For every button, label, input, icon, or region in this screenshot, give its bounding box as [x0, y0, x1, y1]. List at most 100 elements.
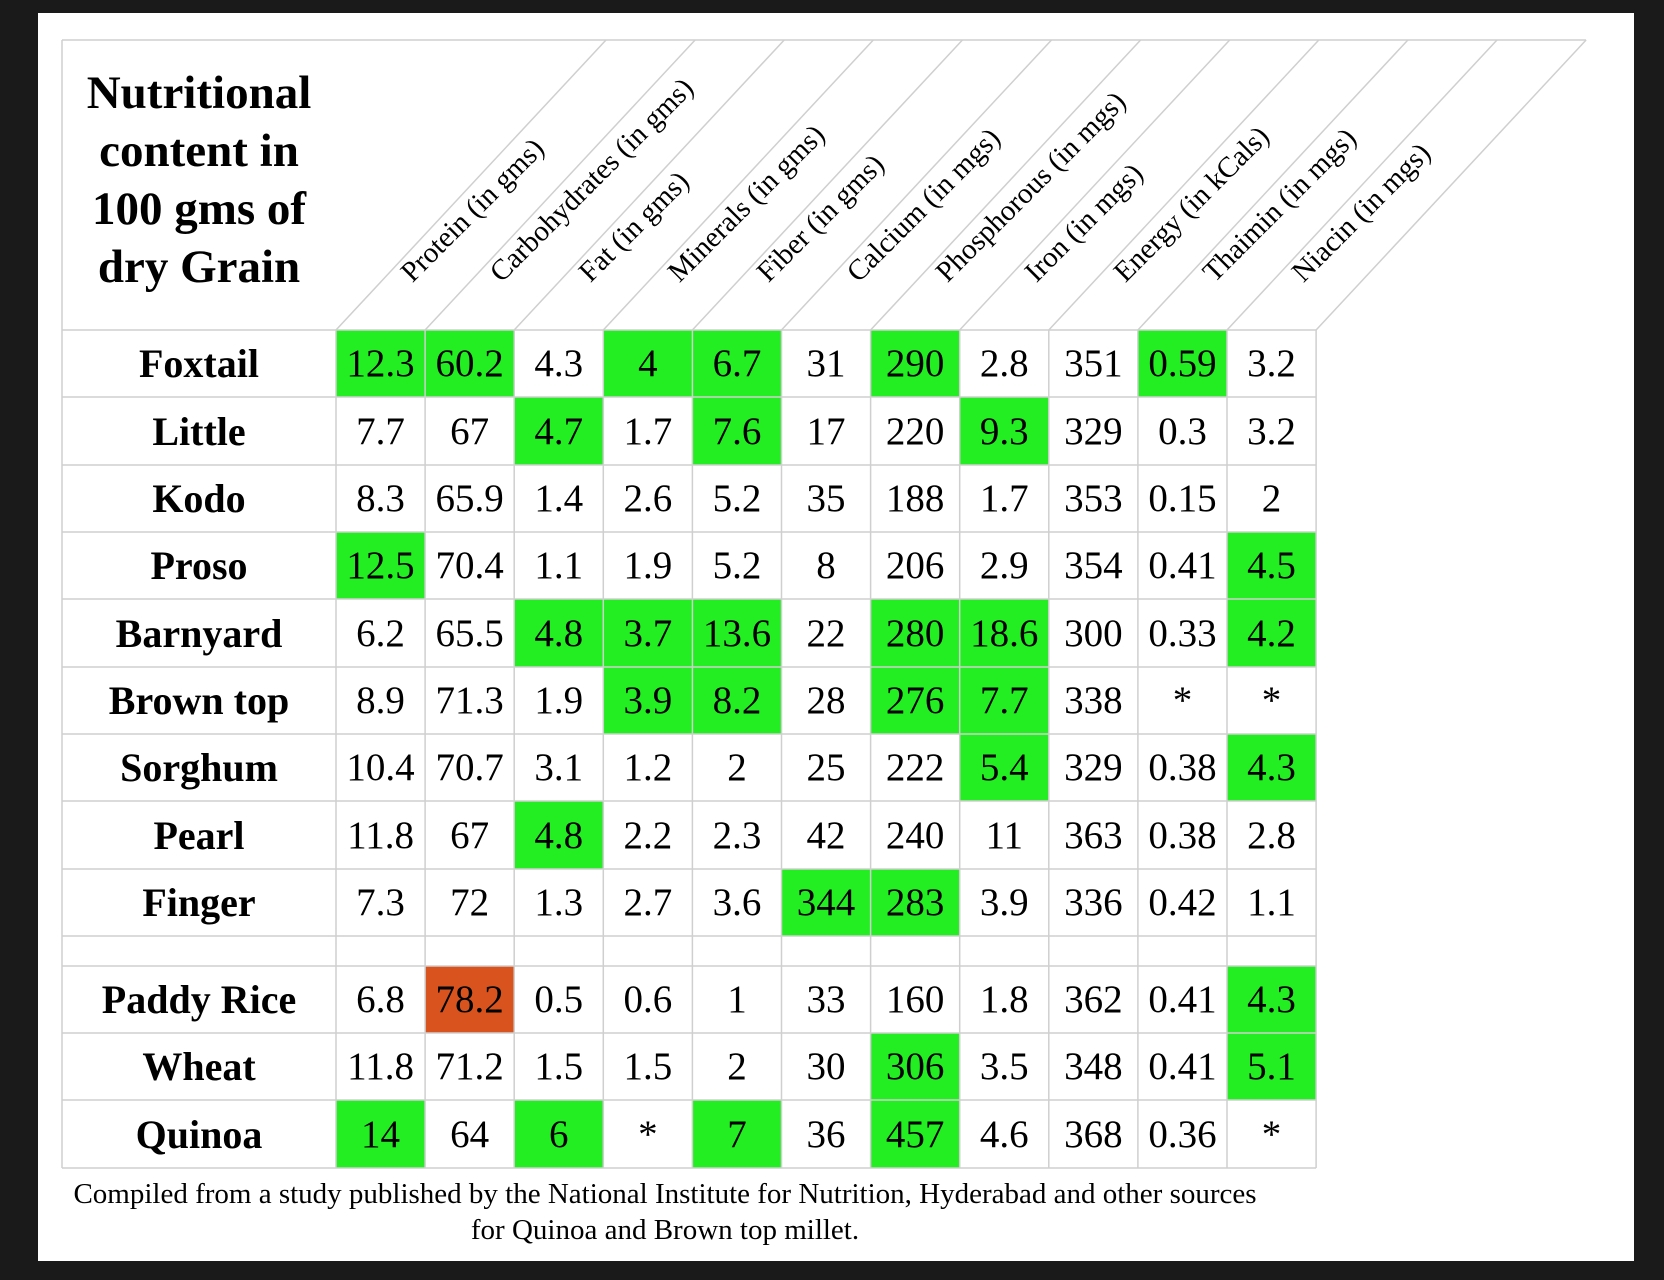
row-label: Proso [150, 543, 248, 588]
highlight-cell [870, 1100, 960, 1168]
table-cell: 0.6 [623, 978, 673, 1021]
header-diagonal [602, 39, 874, 331]
table-cell: 67 [450, 813, 490, 857]
table-cell: 18.6 [970, 611, 1039, 655]
table-sheet [38, 13, 1634, 1261]
table-cell: 0.38 [1148, 746, 1217, 789]
table-title: Nutritional content in 100 gms of dry Gr… [86, 67, 312, 293]
highlight-cell [959, 667, 1049, 734]
table-cell: 336 [1064, 881, 1123, 924]
highlight-cell [692, 667, 782, 734]
row-label: Foxtail [139, 341, 259, 386]
highlight-cell [870, 330, 960, 397]
table-cell: 31 [806, 342, 846, 385]
table-cell: 3.2 [1247, 342, 1296, 385]
table-cell: 0.3 [1158, 409, 1207, 453]
header-diagonal [780, 39, 1053, 331]
table-cell: 1 [727, 978, 747, 1021]
table-cell: 2.9 [979, 544, 1029, 587]
table-cell: 8.3 [356, 477, 405, 520]
header-diagonal [1315, 39, 1587, 331]
highlight-cell [692, 1100, 782, 1168]
table-cell [1227, 936, 1316, 966]
table-cell: 344 [796, 881, 856, 924]
table-cell: 35 [806, 477, 846, 520]
highlight-cell [959, 397, 1049, 465]
table-cell [782, 936, 871, 966]
table-cell: 4.3 [534, 342, 584, 385]
highlight-cell [514, 599, 604, 667]
table-cell: 5.2 [712, 544, 762, 587]
table-cell [336, 936, 425, 966]
header-diagonal [513, 39, 785, 331]
table-cell: 2 [1261, 477, 1282, 520]
table-cell: 1.1 [1247, 881, 1296, 924]
table-cell: 4.5 [1247, 544, 1296, 587]
table-cell: 4.8 [534, 813, 584, 857]
table-cell: 160 [885, 978, 945, 1021]
row-label: Wheat [142, 1044, 256, 1089]
row-label [62, 936, 336, 966]
highlight-cell [959, 734, 1049, 801]
table-cell: 6.7 [712, 342, 762, 385]
table-cell: 4.2 [1247, 611, 1296, 655]
table-cell: 368 [1064, 1112, 1123, 1156]
table-cell: 0.15 [1148, 477, 1217, 520]
table-cell: 222 [885, 746, 945, 789]
table-cell: 3.7 [623, 611, 673, 655]
highlight-cell [514, 397, 604, 465]
header-diagonal [959, 39, 1231, 331]
table-cell: 72 [450, 881, 490, 924]
table-cell: 0.59 [1148, 342, 1217, 385]
highlight-cell [870, 869, 960, 936]
table-cell: 12.5 [346, 544, 415, 587]
highlight-cell [425, 330, 515, 397]
table-cell: 363 [1064, 813, 1123, 857]
table-cell: 60.2 [435, 342, 504, 385]
table-cell: 353 [1064, 477, 1123, 520]
table-cell: 354 [1064, 544, 1123, 587]
table-cell: 2 [727, 1045, 747, 1088]
table-cell: 280 [885, 611, 945, 655]
table-cell [514, 936, 603, 966]
row-label: Barnyard [115, 610, 283, 656]
header-diagonal [424, 39, 696, 331]
table-cell [692, 936, 781, 966]
highlight-cell [959, 599, 1049, 667]
row-label: Kodo [152, 476, 246, 521]
table-cell: 0.41 [1148, 1045, 1217, 1088]
row-label: Little [152, 408, 246, 454]
table-cell: 4.6 [979, 1112, 1029, 1156]
table-cell: 1.8 [979, 978, 1029, 1021]
table-cell: 306 [885, 1045, 945, 1088]
highlight-cell [1227, 966, 1317, 1033]
table-cell: 1.9 [534, 679, 584, 722]
header-diagonal [1048, 39, 1320, 331]
highlight-cell [603, 667, 693, 734]
table-cell: 329 [1064, 746, 1123, 789]
header-diagonal [335, 39, 607, 331]
table-cell [1138, 936, 1227, 966]
table-cell: 290 [885, 342, 945, 385]
table-cell: 3.1 [534, 746, 584, 789]
table-cell: 71.2 [435, 1045, 504, 1088]
header-diagonal [870, 39, 1142, 331]
table-cell: 0.41 [1148, 978, 1217, 1021]
table-cell: 70.4 [435, 544, 504, 587]
table-cell: 8.2 [712, 679, 762, 722]
table-cell: 1.4 [534, 477, 584, 520]
table-cell: 71.3 [435, 679, 504, 722]
table-cell [871, 936, 960, 966]
table-cell: 2.6 [623, 477, 673, 520]
table-cell: 42 [806, 813, 846, 857]
highlight-cell [870, 599, 960, 667]
table-cell: 1.5 [623, 1045, 673, 1088]
highlight-cell [336, 330, 426, 397]
table-cell: 7 [727, 1112, 747, 1156]
table-cell: 338 [1064, 679, 1123, 722]
highlight-cell [336, 1100, 426, 1168]
table-cell: 7.7 [979, 679, 1029, 722]
table-cell: 67 [450, 409, 490, 453]
table-cell: 276 [885, 679, 945, 722]
